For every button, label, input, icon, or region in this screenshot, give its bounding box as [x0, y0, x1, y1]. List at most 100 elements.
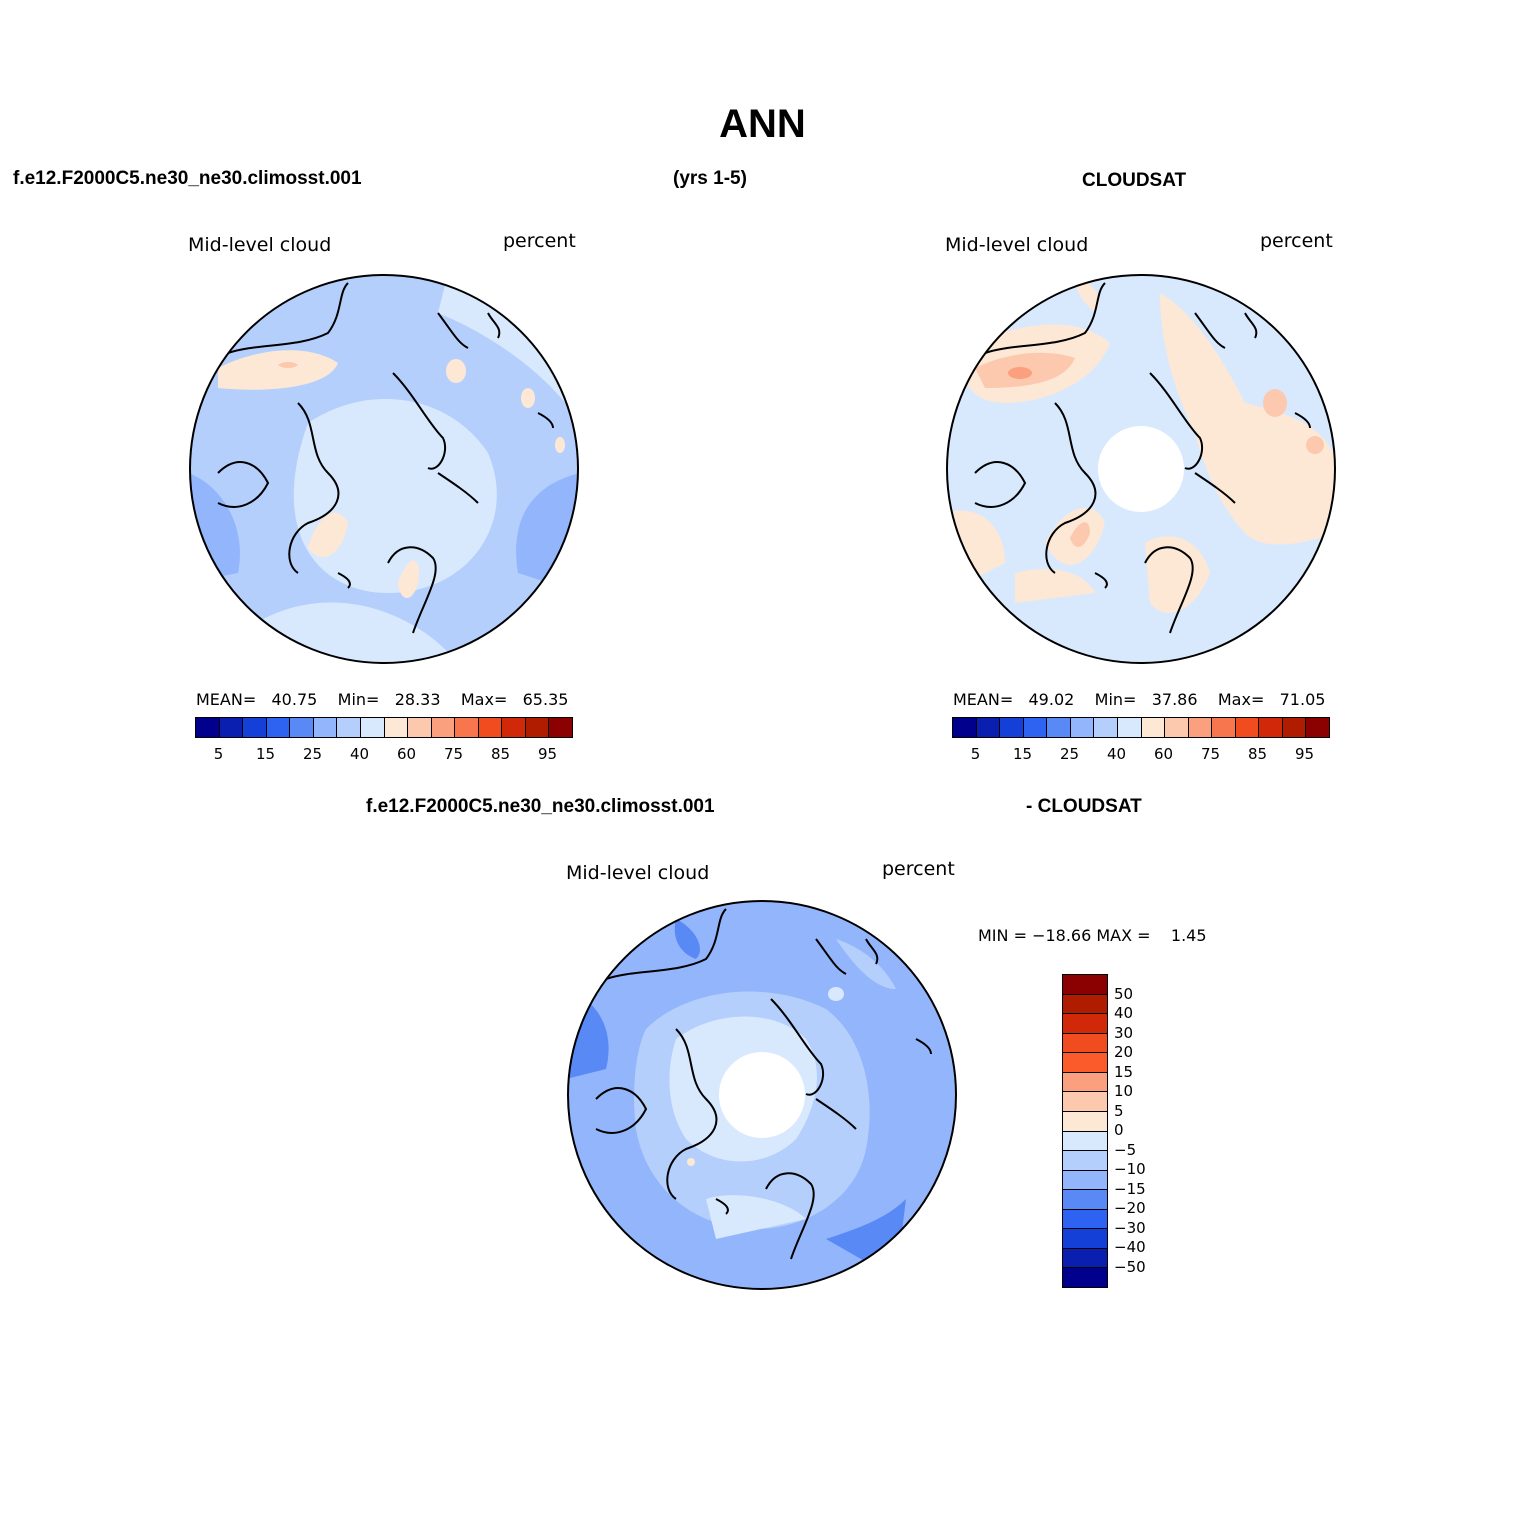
diff-polar-map — [567, 900, 957, 1290]
panel-2-colorbar — [952, 717, 1330, 738]
panel-1-colorbar-swatch — [196, 718, 220, 737]
diff-colorbar-swatch — [1063, 1111, 1107, 1132]
diff-colorbar-tick-label: −5 — [1114, 1140, 1137, 1159]
panel-1-min-value: 28.33 — [394, 690, 441, 709]
panel-2-polar-map — [946, 274, 1336, 664]
panel-2-min-label: Min= — [1094, 690, 1137, 709]
diff-colorbar-swatch — [1063, 1170, 1107, 1191]
panel-1-colorbar-swatch — [549, 718, 572, 737]
figure-title: ANN — [719, 102, 806, 146]
diff-colorbar-tick-label: −10 — [1114, 1160, 1146, 1178]
panel-2-mean-label: MEAN= — [953, 690, 1014, 709]
diff-units-label: percent — [882, 858, 955, 880]
panel-1-mean-label: MEAN= — [196, 690, 257, 709]
diff-colorbar-swatch — [1063, 1151, 1107, 1171]
panel-1-colorbar-swatch — [266, 718, 291, 737]
panel-2-max-value: 71.05 — [1279, 690, 1326, 709]
diff-colorbar-tick-label: −20 — [1114, 1199, 1146, 1217]
panel-1-colorbar-swatch — [337, 718, 361, 737]
panel-2-colorbar-swatch — [1094, 718, 1118, 737]
diff-colorbar-tick-label: 40 — [1114, 1004, 1134, 1022]
panel-1-units-label: percent — [503, 230, 576, 252]
panel-2-colorbar-tick-label: 95 — [1294, 745, 1315, 763]
panel-1-colorbar-swatch — [455, 718, 479, 737]
panel-2-colorbar-tick-label: 85 — [1247, 745, 1268, 763]
diff-colorbar-swatch — [1063, 1092, 1107, 1112]
panel-2-stats: MEAN= 49.02 Min= 37.86 Max= 71.05 — [953, 690, 1325, 709]
panel-2-colorbar-swatch — [1259, 718, 1283, 737]
panel-1-colorbar-swatch — [525, 718, 550, 737]
panel-2-mean-value: 49.02 — [1028, 690, 1075, 709]
panel-2-colorbar-tick-label: 60 — [1153, 745, 1174, 763]
panel-2-colorbar-swatch — [1235, 718, 1260, 737]
diff-colorbar-tick-label: −40 — [1114, 1238, 1146, 1256]
diff-colorbar-tick-label: −50 — [1114, 1257, 1146, 1276]
panel-2-colorbar-tick-label: 15 — [1012, 745, 1033, 763]
panel-1-colorbar-tick-label: 40 — [349, 745, 370, 763]
diff-colorbar-tick-label: 50 — [1114, 984, 1134, 1003]
panel-2-colorbar-swatch — [1282, 718, 1307, 737]
diff-colorbar-swatch — [1063, 1229, 1107, 1249]
panel-1-mean-value: 40.75 — [271, 690, 318, 709]
diff-case-name-header: f.e12.F2000C5.ne30_ne30.climosst.001 — [366, 796, 715, 817]
diff-colorbar-swatch — [1063, 1053, 1107, 1073]
panel-2-colorbar-tick-label: 75 — [1200, 745, 1221, 763]
panel-2-colorbar-swatch — [1165, 718, 1189, 737]
panel-1-colorbar-swatch — [502, 718, 526, 737]
years-header: (yrs 1-5) — [673, 168, 747, 189]
panel-1-colorbar-swatch — [408, 718, 432, 737]
panel-1-colorbar-swatch — [431, 718, 456, 737]
panel-2-colorbar-swatch — [1188, 718, 1213, 737]
panel-2-max-label: Max= — [1217, 690, 1265, 709]
diff-colorbar-swatch — [1063, 1268, 1107, 1287]
diff-colorbar-tick-label: 10 — [1114, 1082, 1134, 1100]
panel-1-colorbar-tick-label: 25 — [302, 745, 323, 763]
diff-colorbar-swatch — [1063, 1209, 1107, 1230]
panel-2-colorbar-swatch — [1000, 718, 1024, 737]
diff-colorbar-swatch — [1063, 1072, 1107, 1093]
diff-colorbar-tick-label: 0 — [1114, 1121, 1124, 1139]
panel-2-colorbar-tick-label: 40 — [1106, 745, 1127, 763]
panel-1-polar-map — [189, 274, 579, 664]
diff-colorbar-swatch — [1063, 1033, 1107, 1054]
panel-2-min-value: 37.86 — [1151, 690, 1198, 709]
panel-2-colorbar-tick-label: 5 — [970, 745, 981, 763]
diff-minmax: MIN = −18.66 MAX = 1.45 — [978, 926, 1207, 945]
diff-colorbar-swatch — [1063, 994, 1107, 1015]
panel-1-min-label: Min= — [337, 690, 380, 709]
case-name-header: f.e12.F2000C5.ne30_ne30.climosst.001 — [13, 168, 362, 189]
panel-1-colorbar — [195, 717, 573, 738]
panel-1-variable-label: Mid-level cloud — [188, 234, 332, 256]
panel-1-stats: MEAN= 40.75 Min= 28.33 Max= 65.35 — [196, 690, 568, 709]
panel-1-colorbar-swatch — [243, 718, 267, 737]
panel-2-colorbar-swatch — [1141, 718, 1166, 737]
panel-2-colorbar-swatch — [1212, 718, 1236, 737]
diff-colorbar-swatch — [1063, 1014, 1107, 1034]
diff-colorbar-tick-label: −15 — [1114, 1179, 1146, 1198]
diff-colorbar-tick-label: −30 — [1114, 1218, 1146, 1237]
diff-variable-label: Mid-level cloud — [566, 862, 710, 884]
panel-1-colorbar-tick-label: 85 — [490, 745, 511, 763]
panel-1-max-label: Max= — [460, 690, 508, 709]
panel-1-colorbar-swatch — [384, 718, 409, 737]
panel-2-colorbar-swatch — [1117, 718, 1142, 737]
panel-2-colorbar-swatch — [1070, 718, 1095, 737]
panel-1-colorbar-tick-label: 75 — [443, 745, 464, 763]
diff-colorbar — [1062, 974, 1108, 1288]
diff-colorbar-tick-label: 20 — [1114, 1043, 1134, 1061]
panel-2-colorbar-swatch — [953, 718, 977, 737]
panel-1-max-value: 65.35 — [522, 690, 569, 709]
diff-colorbar-swatch — [1063, 1131, 1107, 1152]
panel-1-colorbar-tick-label: 95 — [537, 745, 558, 763]
panel-2-colorbar-swatch — [1047, 718, 1071, 737]
panel-2-units-label: percent — [1260, 230, 1333, 252]
panel-1-colorbar-swatch — [360, 718, 385, 737]
panel-1-colorbar-swatch — [290, 718, 314, 737]
diff-colorbar-swatch — [1063, 975, 1107, 995]
panel-1-colorbar-tick-label: 5 — [213, 745, 224, 763]
diff-colorbar-swatch — [1063, 1248, 1107, 1269]
obs-name-header: CLOUDSAT — [1082, 170, 1187, 191]
panel-2-colorbar-swatch — [976, 718, 1001, 737]
diff-colorbar-tick-label: 15 — [1114, 1062, 1134, 1081]
diff-colorbar-tick-label: 5 — [1114, 1101, 1124, 1120]
